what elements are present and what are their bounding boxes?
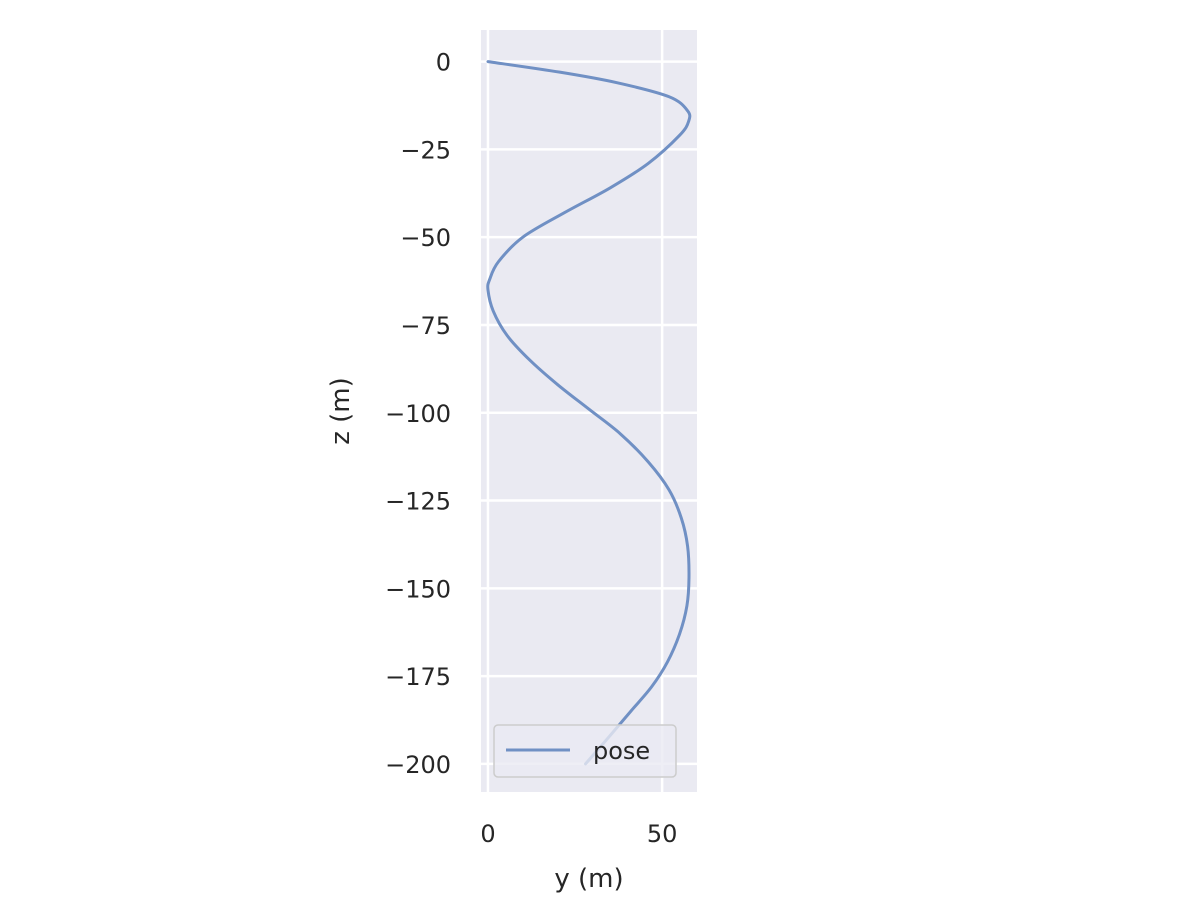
y-tick-label: −75 xyxy=(400,312,451,340)
y-tick-label: −100 xyxy=(385,400,451,428)
y-axis-label: z (m) xyxy=(326,377,356,445)
x-tick-label: 0 xyxy=(480,820,495,848)
legend: pose xyxy=(493,724,677,778)
series-layer xyxy=(486,60,692,766)
y-tick-label: −125 xyxy=(385,488,451,516)
x-axis-label: y (m) xyxy=(554,864,623,894)
y-tick-label: −50 xyxy=(400,224,451,252)
series-line-pose xyxy=(486,60,692,766)
x-tick-labels: 0 50 xyxy=(480,820,677,848)
x-tick-label: 50 xyxy=(647,820,678,848)
y-tick-label: −175 xyxy=(385,663,451,691)
y-tick-label: 0 xyxy=(436,49,451,77)
y-tick-label: −200 xyxy=(385,751,451,779)
y-tick-label: −25 xyxy=(400,136,451,164)
y-tick-label: −150 xyxy=(385,575,451,603)
legend-label-pose: pose xyxy=(593,737,650,765)
legend-box xyxy=(493,724,677,778)
y-tick-labels: 0 −25 −50 −75 −100 −125 −150 −175 −200 xyxy=(385,49,451,779)
